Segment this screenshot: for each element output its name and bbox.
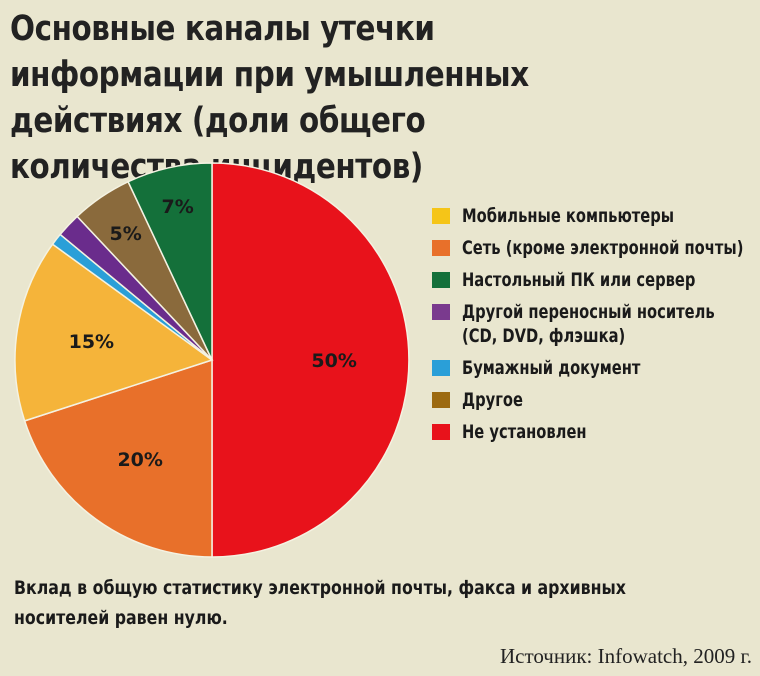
footnote: Вклад в общую статистику электронной поч… — [14, 577, 626, 629]
legend-swatch — [432, 272, 450, 288]
legend-label: Другое — [462, 389, 523, 411]
legend-item: Мобильные компьютеры — [432, 204, 752, 228]
slice-value-label: 15% — [69, 331, 114, 353]
legend-swatch — [432, 424, 450, 440]
legend-swatch — [432, 240, 450, 256]
slice-value-label: 20% — [117, 449, 162, 471]
legend-item: Другое — [432, 388, 752, 412]
legend-label: Настольный ПК или сервер — [462, 269, 696, 291]
slice-value-label: 50% — [311, 350, 356, 372]
legend-label: Сеть (кроме электронной почты) — [462, 237, 744, 259]
pie-slice — [14, 243, 214, 422]
source-credit: Источник: Infowatch, 2009 г. — [499, 644, 752, 668]
slice-value-label: 7% — [161, 196, 193, 218]
legend-label: Мобильные компьютеры — [462, 205, 675, 227]
legend-label: Не установлен — [462, 421, 587, 443]
legend-label: Другой переносный носитель (CD, DVD, флэ… — [462, 301, 715, 347]
legend: Мобильные компьютеры Сеть (кроме электрон… — [432, 204, 752, 452]
legend-swatch — [432, 208, 450, 224]
legend-item: Настольный ПК или сервер — [432, 268, 752, 292]
legend-item: Не установлен — [432, 420, 752, 444]
legend-swatch — [432, 360, 450, 376]
legend-swatch — [432, 392, 450, 408]
pie-slice — [211, 162, 410, 558]
legend-item: Сеть (кроме электронной почты) — [432, 236, 752, 260]
pie-slice — [23, 358, 213, 558]
legend-swatch — [432, 304, 450, 320]
legend-label: Бумажный документ — [462, 357, 641, 379]
slice-value-label: 5% — [109, 223, 141, 245]
legend-item: Бумажный документ — [432, 356, 752, 380]
chart-title: Основные каналы утечки информации при ум… — [10, 9, 529, 187]
pie-slice — [127, 162, 213, 361]
pie-chart: 50% 20% 15% 5% 7% — [14, 162, 410, 558]
legend-item: Другой переносный носитель (CD, DVD, флэ… — [432, 300, 752, 348]
